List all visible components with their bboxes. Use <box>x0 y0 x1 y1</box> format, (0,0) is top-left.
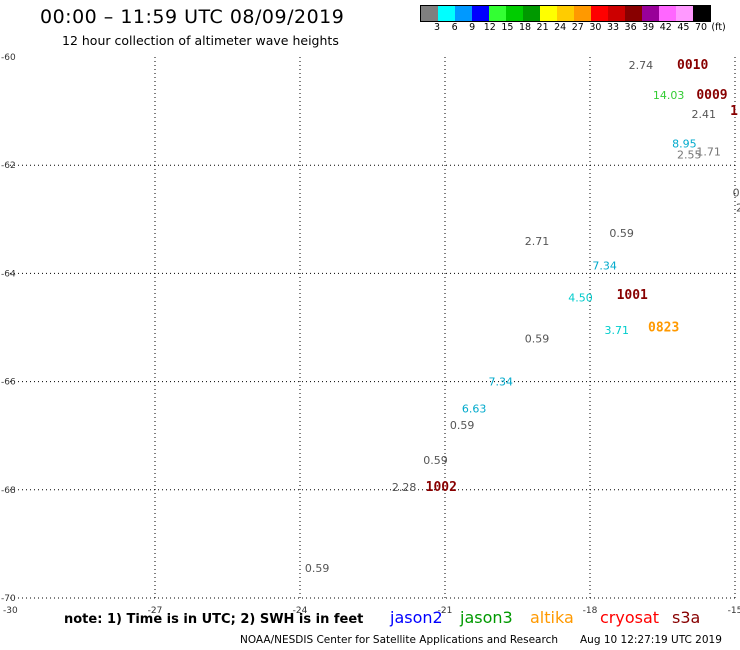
wave-height-value: 1.71 <box>696 146 721 159</box>
x-tick-label: -15 <box>728 606 740 616</box>
color-swatch <box>455 6 472 21</box>
color-swatch <box>659 6 676 21</box>
color-swatch <box>540 6 557 21</box>
wave-height-value: 6.63 <box>462 403 487 416</box>
color-legend-label: 12 <box>483 22 496 33</box>
pass-time-label: 0009 <box>696 88 727 103</box>
color-legend-label: 6 <box>451 22 458 33</box>
color-swatch <box>591 6 608 21</box>
wave-height-value: 2.28 <box>392 481 417 494</box>
wave-height-value: 0.59 <box>733 186 740 199</box>
color-swatch <box>557 6 574 21</box>
pass-time-label: 1001 <box>617 288 648 303</box>
y-tick-label: -70 <box>1 594 16 604</box>
satellite-legend-entry: jason2 <box>390 608 443 627</box>
color-legend-label: 15 <box>501 22 514 33</box>
wave-height-value: 8.95 <box>672 138 697 151</box>
color-legend-bar <box>420 5 711 22</box>
satellite-legend-entry: altika <box>530 608 574 627</box>
color-legend-label: 9 <box>469 22 476 33</box>
color-swatch <box>421 6 438 21</box>
wave-height-value: 0.59 <box>305 562 330 575</box>
wave-height-value: 7.34 <box>489 376 514 389</box>
color-swatch <box>608 6 625 21</box>
color-legend-label: 33 <box>606 22 620 33</box>
color-swatch <box>676 6 693 21</box>
satellite-legend-entry: jason3 <box>460 608 513 627</box>
x-tick-label: -18 <box>583 606 598 616</box>
color-swatch <box>642 6 659 21</box>
page-subtitle: 12 hour collection of altimeter wave hei… <box>62 33 339 48</box>
color-legend-label: 24 <box>554 22 567 33</box>
color-legend-label: 27 <box>571 22 584 33</box>
color-legend-label: 39 <box>642 22 655 33</box>
color-legend-labels: 3 6 9 12 15 18 21 24 27 30 33 36 39 42 45 70 (ft) <box>420 22 740 34</box>
y-tick-label: -62 <box>1 161 16 171</box>
wave-height-value: 7.34 <box>592 259 617 272</box>
wave-height-value: 3.71 <box>605 324 630 337</box>
wave-height-value: 2.71 <box>525 235 550 248</box>
wave-height-value: 2.41 <box>692 108 717 121</box>
color-swatch <box>693 6 710 21</box>
footnote: note: 1) Time is in UTC; 2) SWH is in fe… <box>64 612 364 627</box>
wave-height-value: 2.74 <box>629 59 654 72</box>
color-legend-label: 3 <box>433 22 441 33</box>
color-legend-label: 30 <box>589 22 602 33</box>
credit-line: NOAA/NESDIS Center for Satellite Applica… <box>240 634 558 646</box>
satellite-legend-entry: s3a <box>672 608 701 627</box>
color-legend-label: 45 <box>677 22 690 33</box>
color-legend-label: 36 <box>624 22 637 33</box>
wave-height-value: 2.55 <box>677 148 702 161</box>
color-legend-label: (ft) <box>711 22 726 33</box>
pass-time-label: 1002 <box>426 480 457 495</box>
color-legend-label: 42 <box>659 22 672 33</box>
satellite-legend-entry: cryosat <box>600 608 660 627</box>
y-tick-label: -66 <box>1 378 16 388</box>
color-swatch <box>625 6 642 21</box>
x-tick-label: -21 <box>438 606 453 616</box>
wave-height-value: 0.59 <box>525 332 550 345</box>
x-tick-label: -30 <box>3 606 18 616</box>
color-swatch <box>574 6 591 21</box>
y-tick-label: -60 <box>1 53 16 63</box>
wave-height-value: 0.59 <box>423 454 448 467</box>
color-swatch <box>489 6 506 21</box>
wave-height-value: 0.59 <box>450 419 475 432</box>
generated-timestamp: Aug 10 12:27:19 UTC 2019 <box>580 634 722 646</box>
color-swatch <box>506 6 523 21</box>
x-tick-label: -27 <box>148 606 163 616</box>
pass-time-label: 0823 <box>648 321 679 336</box>
wave-height-value: 2. <box>736 201 740 214</box>
y-tick-label: -64 <box>1 269 16 279</box>
y-tick-label: -68 <box>1 486 16 496</box>
pass-time-label: 1 <box>730 104 738 119</box>
color-swatch <box>472 6 489 21</box>
x-tick-label: -24 <box>293 606 308 616</box>
color-swatch <box>438 6 455 21</box>
color-swatch <box>523 6 540 21</box>
color-legend-label: 70 <box>694 22 708 33</box>
wave-height-value: 0.59 <box>609 227 634 240</box>
page-title: 00:00 – 11:59 UTC 08/09/2019 <box>40 6 345 28</box>
color-legend-label: 21 <box>536 22 549 33</box>
color-legend-label: 18 <box>518 22 532 33</box>
pass-time-label: 0010 <box>677 58 708 73</box>
wave-height-value: 4.50 <box>568 292 593 305</box>
wave-height-value: 14.03 <box>653 89 685 102</box>
